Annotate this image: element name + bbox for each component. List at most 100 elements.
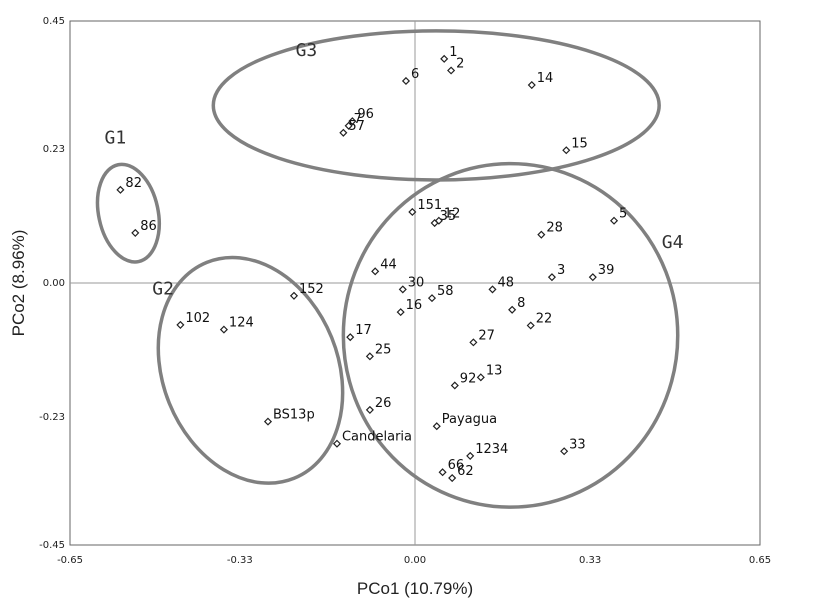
data-point-label: BS13p: [273, 408, 315, 423]
group-ellipse-g4: [341, 161, 680, 509]
data-point-marker: [537, 230, 546, 239]
data-point-marker: [488, 285, 497, 294]
data-point-marker: [371, 267, 380, 276]
data-point-marker: [346, 333, 355, 342]
data-point-marker: [219, 325, 228, 334]
data-point-marker: [332, 439, 342, 448]
data-point-marker: [365, 352, 374, 361]
data-point-label: 151: [417, 198, 442, 213]
data-point-label: 3: [557, 263, 565, 278]
data-point-label: Payagua: [442, 412, 497, 427]
data-point-label: 8: [517, 296, 525, 311]
data-point-marker: [339, 128, 348, 137]
data-point-label: Candelaria: [342, 430, 412, 445]
data-point-marker: [434, 216, 443, 225]
data-point-label: 58: [437, 284, 454, 299]
group-ellipse-g3: [211, 29, 661, 182]
group-label-g3: G3: [296, 40, 318, 61]
data-point-marker: [466, 451, 475, 460]
x-tick-label: -0.65: [57, 555, 83, 566]
data-point-marker: [469, 338, 478, 347]
axis-ticks: -0.65 -0.33 0.00 0.33 0.65 0.45 0.23 0.00 -0.23 -…: [39, 16, 771, 566]
y-tick-label: 0.45: [43, 16, 65, 27]
data-point-label: 48: [497, 275, 514, 290]
data-point-marker: [176, 320, 185, 329]
x-tick-label: 0.00: [404, 555, 426, 566]
data-point-marker: [289, 291, 299, 300]
data-point-marker: [560, 447, 569, 456]
y-axis-title: PCo2 (8.96%): [9, 230, 28, 337]
data-point-marker: [398, 285, 407, 294]
y-tick-label: 0.00: [43, 278, 65, 289]
data-point-marker: [396, 308, 405, 317]
data-point-label: 14: [537, 71, 554, 86]
data-point-label: 86: [140, 219, 157, 234]
y-tick-label: -0.23: [39, 412, 65, 423]
data-point-label: 7: [354, 112, 362, 127]
data-point-label: 39: [598, 263, 615, 278]
data-point-label: 124: [229, 316, 254, 331]
data-point-marker: [432, 422, 441, 431]
data-point-label: 44: [380, 257, 397, 272]
data-point-label: 66: [448, 458, 465, 473]
data-point-marker: [508, 305, 517, 314]
group-label-g4: G4: [662, 232, 684, 253]
data-point-label: 1234: [475, 442, 508, 457]
y-tick-label: 0.23: [43, 144, 65, 155]
x-axis-title: PCo1 (10.79%): [357, 579, 473, 598]
group-ellipse-g1: [95, 162, 161, 264]
data-point-label: 22: [536, 312, 553, 327]
x-tick-label: 0.65: [749, 555, 771, 566]
data-point-marker: [450, 381, 459, 390]
data-point-label: 33: [569, 437, 586, 452]
data-point-marker: [526, 321, 535, 330]
data-point-marker: [131, 228, 140, 237]
data-point-label: 57: [348, 119, 365, 134]
data-point-marker: [547, 273, 556, 282]
data-point-marker: [588, 273, 597, 282]
data-point-marker: [427, 294, 437, 303]
group-ellipses: [95, 29, 680, 509]
y-tick-label: -0.45: [39, 540, 65, 551]
data-point-label: 1: [449, 45, 457, 60]
data-point-marker: [401, 76, 411, 86]
data-point-marker: [476, 373, 485, 382]
data-point-label: 27: [478, 328, 495, 343]
group-ellipse-g2: [156, 255, 345, 485]
data-point-label: 62: [457, 464, 474, 479]
data-point-label: 26: [375, 396, 392, 411]
x-tick-label: 0.33: [579, 555, 601, 566]
data-point-label: 12: [444, 207, 461, 222]
data-point-marker: [438, 468, 447, 477]
group-label-g1: G1: [105, 127, 127, 148]
data-point-marker: [447, 66, 456, 75]
data-point-marker: [344, 121, 353, 130]
data-point-label: 102: [185, 311, 210, 326]
data-point-label: 15: [571, 136, 588, 151]
data-point-marker: [263, 417, 273, 426]
data-point-label: 6: [411, 67, 419, 82]
data-point-marker: [527, 80, 536, 90]
data-point-label: 28: [546, 221, 563, 236]
data-point-label: 17: [355, 323, 372, 338]
data-point-label: 5: [619, 207, 627, 222]
data-point-marker: [116, 185, 125, 194]
data-point-label: 25: [375, 342, 392, 357]
data-point-marker: [365, 405, 374, 414]
x-tick-label: -0.33: [227, 555, 253, 566]
data-point-marker: [348, 117, 357, 126]
data-point-label: 82: [125, 176, 142, 191]
data-point-label: 92: [460, 371, 477, 386]
data-point-label: 152: [299, 282, 324, 297]
data-point-marker: [609, 216, 619, 225]
data-point-label: 30: [408, 275, 425, 290]
data-point-marker: [440, 54, 449, 63]
group-labels: G1 G2 G3 G4: [105, 40, 684, 300]
data-point-marker: [562, 146, 571, 155]
data-point-label: 2: [456, 56, 464, 71]
data-point-label: 96: [357, 107, 374, 122]
data-point-marker: [448, 473, 457, 483]
data-point-label: 35: [440, 209, 457, 224]
